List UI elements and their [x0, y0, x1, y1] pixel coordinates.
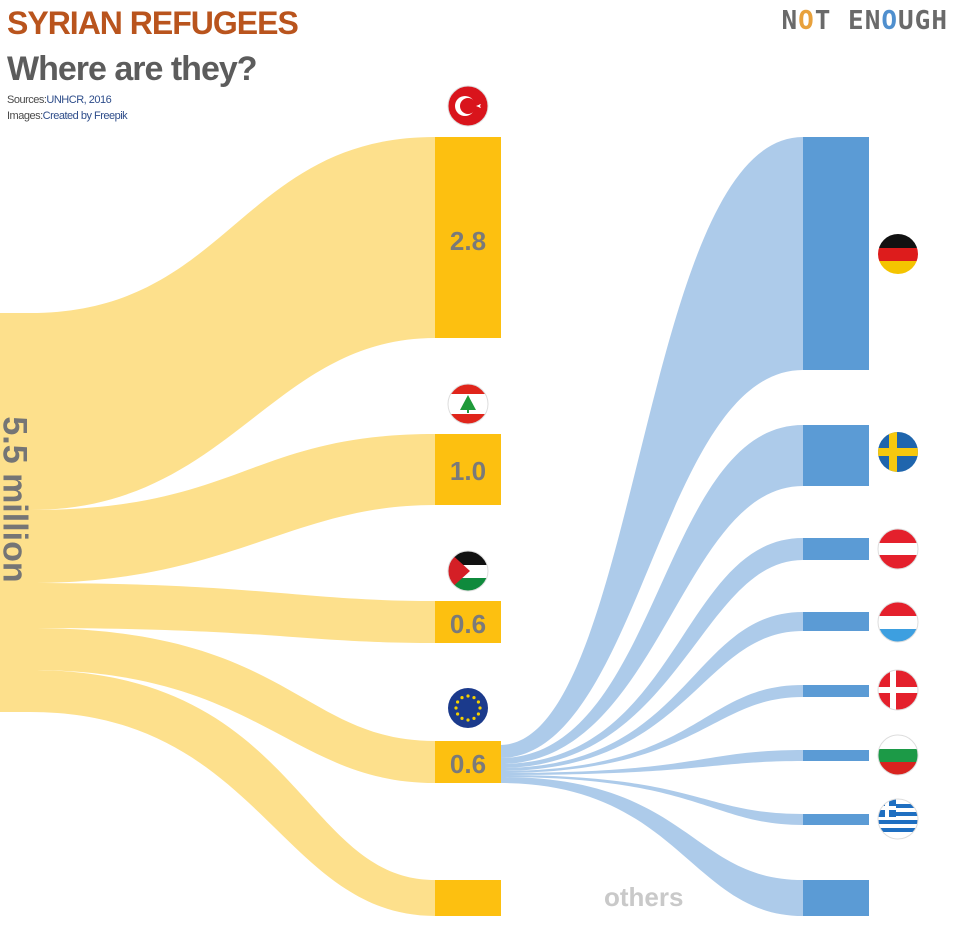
- flow-lebanon: [0, 434, 435, 583]
- node-jordan: [435, 601, 501, 643]
- node-lebanon: [435, 434, 501, 505]
- flow-jordan: [0, 583, 435, 643]
- flow-austria: [500, 538, 803, 768]
- turkey-flag-icon: [447, 85, 489, 127]
- images-line: Images:Created by Freepik: [7, 110, 128, 122]
- flow-eu: [0, 628, 435, 783]
- lebanon-flag-icon: [447, 383, 489, 425]
- flow-sweden: [500, 425, 803, 764]
- node-turkey: [435, 137, 501, 338]
- flow-greece: [500, 775, 803, 825]
- germany-flag-icon: [878, 234, 918, 274]
- value-label-eu: 0.6: [450, 749, 486, 779]
- node-denmark: [803, 685, 869, 697]
- images-value: Created by Freepik: [42, 110, 128, 122]
- eu-flag-icon: [448, 688, 488, 728]
- bulgaria-flag-icon: [877, 734, 919, 776]
- flow-eu-others: [500, 777, 803, 916]
- total-refugees-label: 5.5 million: [0, 416, 34, 583]
- others-label: others: [604, 882, 684, 912]
- node-eu-others: [803, 880, 869, 916]
- austria-flag-icon: [877, 528, 919, 570]
- sources-value: UNHCR, 2016: [46, 94, 112, 106]
- value-label-lebanon: 1.0: [450, 456, 486, 486]
- node-eu: [435, 741, 501, 783]
- sweden-flag-icon: [878, 432, 918, 472]
- node-sweden: [803, 425, 869, 486]
- eu-nodes: [803, 137, 869, 916]
- node-germany: [803, 137, 869, 370]
- greece-flag-icon: [877, 798, 919, 840]
- node-value-labels: 2.8 1.0 0.6 0.6: [450, 226, 486, 779]
- eu-flows: [500, 137, 803, 916]
- page-subtitle: Where are they?: [7, 50, 258, 88]
- denmark-flag-icon: [877, 669, 919, 711]
- node-greece: [803, 814, 869, 825]
- value-label-turkey: 2.8: [450, 226, 486, 256]
- node-netherlands: [803, 612, 869, 631]
- sources-label: Sources:: [7, 94, 47, 106]
- page-title: SYRIAN REFUGEES: [7, 5, 299, 41]
- images-label: Images:: [7, 110, 43, 122]
- value-label-jordan: 0.6: [450, 609, 486, 639]
- flow-turkey: [0, 137, 435, 510]
- flow-netherlands: [500, 612, 803, 771]
- flow-bulgaria: [500, 750, 803, 775]
- host-nodes: [435, 137, 501, 916]
- host-flows: [0, 137, 435, 916]
- sources-line: Sources:UNHCR, 2016: [7, 94, 112, 106]
- flow-others: [0, 670, 435, 916]
- flow-denmark: [500, 685, 803, 773]
- node-austria: [803, 538, 869, 560]
- netherlands-flag-icon: [877, 601, 919, 643]
- flow-germany: [500, 137, 803, 758]
- node-bulgaria: [803, 750, 869, 761]
- node-others: [435, 880, 501, 916]
- brand-logo: NOT ENOUGH: [781, 6, 948, 36]
- jordan-flag-icon: [447, 550, 489, 592]
